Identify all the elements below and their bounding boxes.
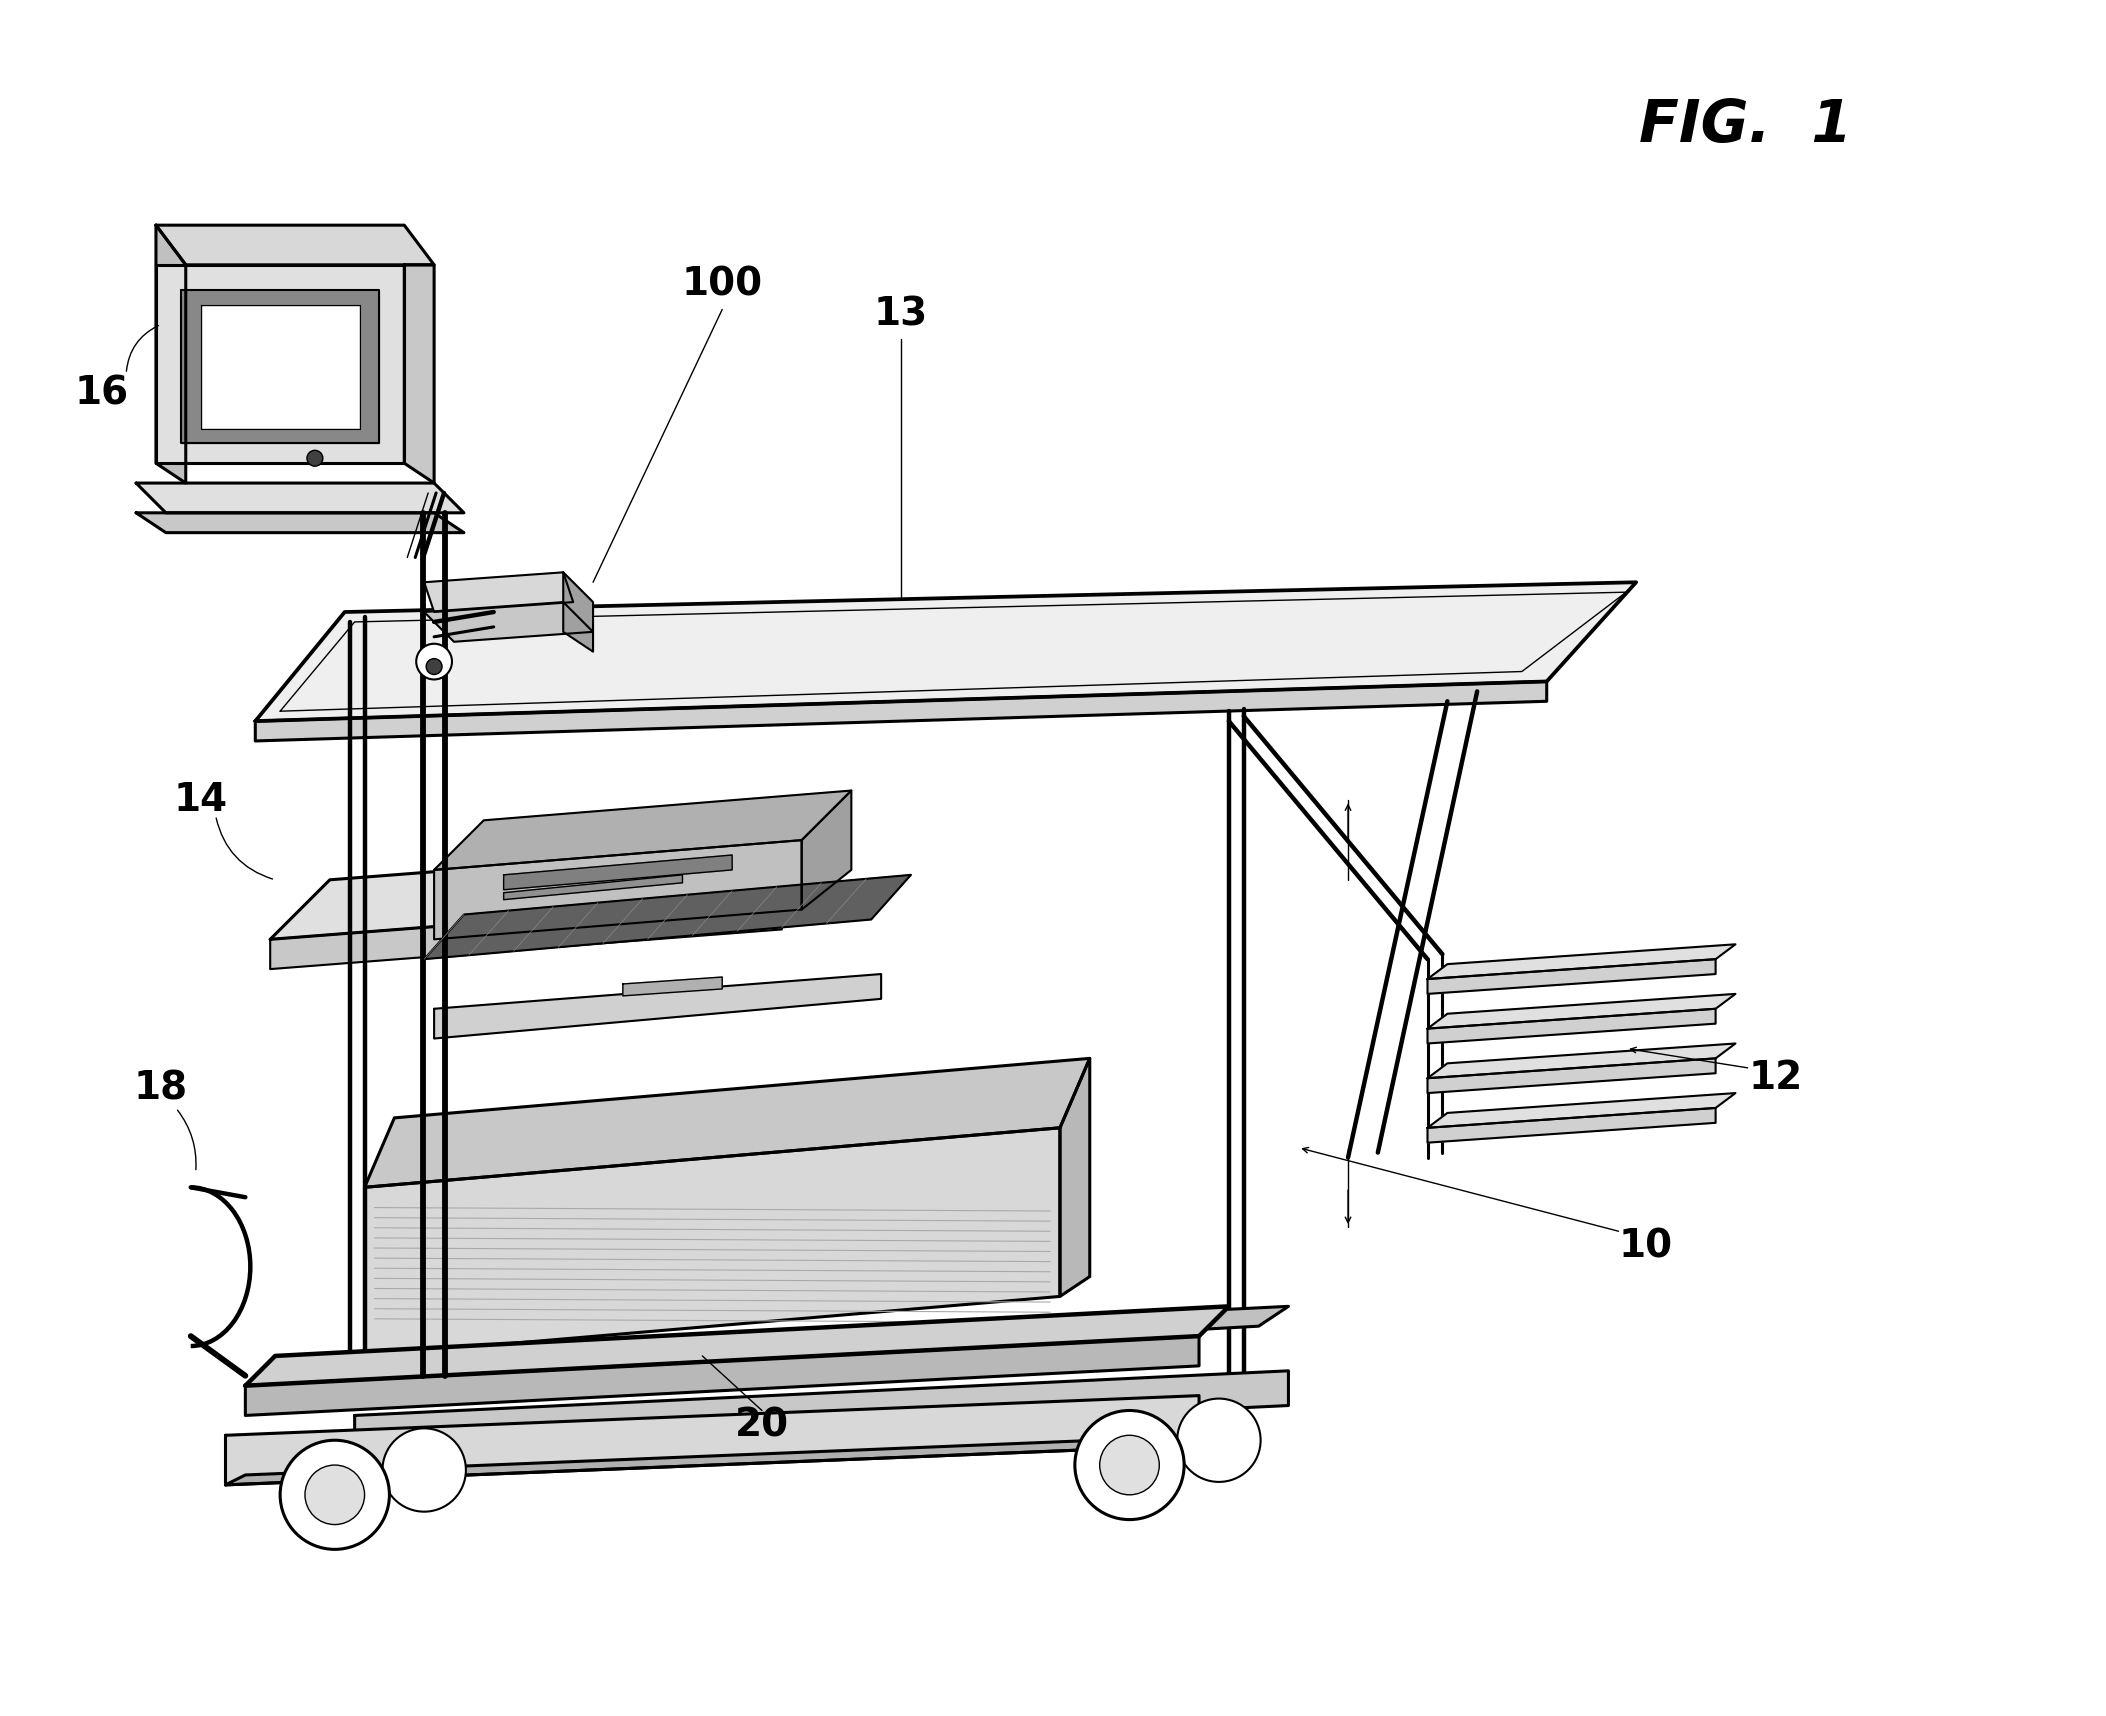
Polygon shape	[364, 1127, 1059, 1356]
Polygon shape	[434, 975, 880, 1038]
Polygon shape	[1428, 1109, 1716, 1143]
Polygon shape	[423, 573, 573, 613]
Circle shape	[280, 1440, 390, 1550]
Polygon shape	[270, 899, 781, 970]
Polygon shape	[1428, 994, 1735, 1028]
Polygon shape	[434, 791, 851, 870]
Polygon shape	[354, 1306, 1289, 1376]
Polygon shape	[156, 225, 185, 484]
Circle shape	[425, 659, 442, 674]
Polygon shape	[225, 1395, 1198, 1484]
Polygon shape	[354, 1371, 1289, 1450]
Polygon shape	[181, 290, 379, 443]
Polygon shape	[156, 225, 434, 264]
Polygon shape	[423, 875, 912, 959]
Circle shape	[1099, 1435, 1158, 1495]
Polygon shape	[364, 1059, 1089, 1187]
Text: 14: 14	[173, 781, 227, 820]
Circle shape	[305, 1465, 364, 1524]
Polygon shape	[423, 602, 594, 642]
Polygon shape	[246, 1337, 1198, 1416]
Text: 100: 100	[682, 266, 762, 304]
Polygon shape	[255, 582, 1636, 721]
Circle shape	[1074, 1411, 1184, 1520]
Circle shape	[383, 1428, 465, 1512]
Polygon shape	[503, 855, 733, 889]
Polygon shape	[225, 1435, 1219, 1484]
Polygon shape	[1428, 1009, 1716, 1043]
Text: 16: 16	[74, 374, 128, 414]
Circle shape	[1177, 1399, 1261, 1483]
Polygon shape	[200, 304, 360, 429]
Polygon shape	[255, 681, 1546, 741]
Circle shape	[307, 450, 322, 467]
Polygon shape	[434, 841, 802, 939]
Polygon shape	[1428, 959, 1716, 994]
Text: 18: 18	[135, 1069, 187, 1107]
Text: 20: 20	[735, 1407, 790, 1445]
Polygon shape	[623, 976, 722, 995]
Polygon shape	[503, 875, 682, 899]
Polygon shape	[246, 1306, 1228, 1387]
Polygon shape	[156, 264, 404, 463]
Polygon shape	[1428, 1043, 1735, 1078]
Polygon shape	[1428, 1059, 1716, 1093]
Circle shape	[417, 644, 453, 680]
Text: 13: 13	[874, 295, 929, 333]
Polygon shape	[270, 841, 842, 939]
Polygon shape	[802, 791, 851, 909]
Polygon shape	[404, 264, 434, 484]
Polygon shape	[1428, 1093, 1735, 1127]
Text: 12: 12	[1748, 1059, 1803, 1097]
Polygon shape	[562, 573, 594, 652]
Polygon shape	[137, 484, 463, 513]
Polygon shape	[1059, 1059, 1089, 1296]
Text: 10: 10	[1620, 1229, 1672, 1266]
Text: FIG.  1: FIG. 1	[1638, 98, 1851, 154]
Polygon shape	[137, 513, 463, 532]
Polygon shape	[1428, 944, 1735, 980]
